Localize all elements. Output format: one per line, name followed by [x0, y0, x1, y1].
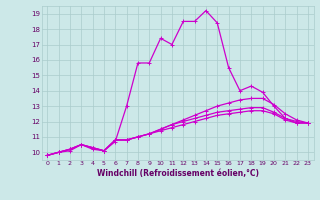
X-axis label: Windchill (Refroidissement éolien,°C): Windchill (Refroidissement éolien,°C)	[97, 169, 259, 178]
